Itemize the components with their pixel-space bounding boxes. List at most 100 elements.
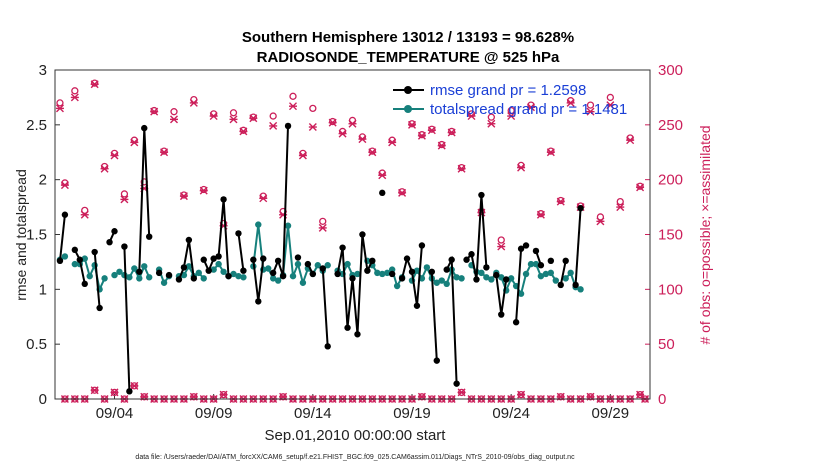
totalspread-point: [483, 274, 490, 281]
obs-assimilated-marker: [417, 131, 426, 140]
obs-assimilated-marker: [566, 98, 575, 107]
y-right-tick-label: 300: [658, 62, 683, 79]
rmse-point: [240, 267, 247, 274]
obs-possible-marker: [249, 113, 257, 121]
totalspread-point: [374, 269, 381, 277]
obs-assimilated-marker: [596, 217, 605, 226]
obs-assimilated-marker: [179, 192, 188, 201]
totalspread-point: [458, 275, 465, 282]
totalspread-point: [210, 266, 217, 273]
totalspread-point: [265, 265, 272, 272]
totalspread-point: [230, 270, 237, 278]
rmse-point: [493, 271, 500, 279]
rmse-series: [56, 122, 584, 395]
totalspread-point: [532, 260, 540, 268]
rmse-point: [165, 271, 173, 279]
rmse-line: [93, 251, 101, 309]
rmse-line: [574, 208, 582, 285]
obs-assimilated-marker: [229, 115, 238, 124]
rmse-line: [321, 268, 329, 347]
rmse-point: [180, 264, 188, 271]
obs-possible-marker: [329, 117, 337, 126]
obs-possible-marker: [596, 213, 605, 221]
obs-possible-marker: [547, 147, 555, 155]
rmse-point: [428, 268, 436, 275]
totalspread-point: [517, 290, 525, 297]
obs-assimilated-marker: [120, 195, 129, 204]
y-axis-right-label: # of obs: o=possible; ×=assimilated: [697, 125, 713, 344]
rmse-point: [522, 242, 530, 249]
rmse-line: [401, 245, 423, 306]
rmse-point: [205, 267, 212, 274]
totalspread-point: [384, 269, 391, 277]
rmse-point: [71, 246, 79, 254]
rmse-point: [220, 196, 227, 203]
totalspread-point: [453, 274, 460, 281]
obs-assimilated-marker: [60, 181, 69, 190]
obs-assimilated-marker: [517, 390, 526, 399]
obs-assimilated-marker: [239, 127, 248, 136]
rmse-point: [359, 231, 366, 238]
obs-possible-marker: [438, 140, 446, 149]
obs-assimilated-marker: [348, 119, 357, 128]
obs-assimilated-marker: [636, 183, 645, 192]
totalspread-point: [71, 260, 79, 268]
rmse-point: [463, 256, 470, 263]
obs-possible-marker: [448, 127, 456, 136]
totalspread-point: [507, 275, 515, 282]
y-right-tick-label: 150: [658, 227, 683, 244]
obs-assimilated-marker: [507, 112, 516, 121]
obs-assimilated-marker: [467, 112, 476, 121]
totalspread-point: [413, 267, 421, 274]
totalspread-point: [101, 275, 108, 282]
rmse-point: [309, 270, 317, 278]
rmse-line: [178, 239, 195, 280]
obs-possible-marker: [497, 236, 505, 244]
y-right-tick-label: 100: [658, 281, 683, 298]
totalspread-point: [567, 269, 574, 277]
obs-assimilated-marker: [487, 119, 496, 128]
rmse-point: [547, 257, 555, 265]
totalspread-point: [195, 269, 202, 277]
legend-spread-marker: [404, 105, 412, 113]
obs-assimilated-marker: [110, 388, 119, 397]
rmse-point: [279, 272, 287, 280]
obs-possible-marker: [457, 163, 466, 172]
rmse-point: [210, 255, 217, 262]
rmse-point: [478, 191, 485, 199]
legend-spread-label: totalspread grand pr = 1.1481: [430, 101, 627, 118]
legend: rmse grand pr = 1.2598 totalspread grand…: [393, 82, 627, 118]
x-tick-label: 09/14: [294, 405, 332, 422]
rmse-point: [260, 255, 267, 262]
rmse-point: [503, 276, 510, 283]
totalspread-point: [438, 277, 445, 284]
rmse-point: [418, 242, 426, 249]
rmse-point: [517, 245, 525, 252]
totalspread-point: [537, 272, 545, 280]
obs-assimilated-marker: [546, 148, 555, 157]
obs-assimilated-marker: [90, 386, 99, 395]
obs-possible-marker: [487, 113, 495, 121]
obs-possible-marker: [507, 106, 515, 115]
obs-possible-marker: [606, 93, 614, 102]
rmse-point: [96, 304, 103, 312]
totalspread-point: [81, 255, 88, 262]
totalspread-point: [527, 260, 535, 268]
rmse-point: [155, 269, 163, 277]
rmse-line: [272, 125, 289, 277]
rmse-point: [294, 254, 302, 261]
totalspread-point: [235, 272, 242, 280]
rmse-point: [225, 272, 232, 280]
obs-possible-marker: [289, 92, 297, 100]
totalspread-point: [220, 268, 227, 275]
totalspread-point: [423, 264, 431, 271]
rmse-point: [76, 256, 83, 263]
rmse-line: [430, 271, 438, 361]
chart-title-line1: Southern Hemisphere 13012 / 13193 = 98.6…: [242, 29, 574, 46]
rmse-point: [483, 264, 490, 271]
obs-possible-marker: [309, 104, 317, 113]
rmse-point: [453, 380, 460, 387]
rmse-point: [111, 228, 118, 235]
totalspread-point: [160, 279, 168, 286]
legend-rmse-label: rmse grand pr = 1.2598: [430, 82, 586, 99]
